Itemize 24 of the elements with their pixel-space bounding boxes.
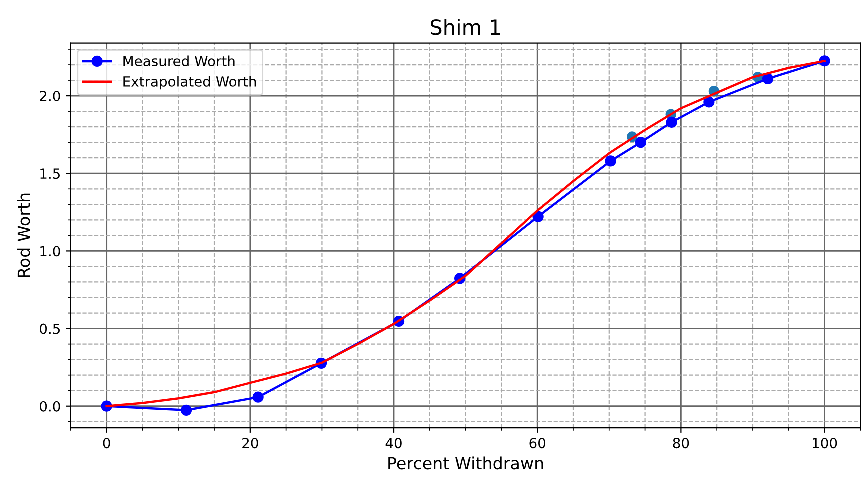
y-tick-label: 1.0 — [40, 246, 60, 257]
x-axis-title: Percent Withdrawn — [388, 456, 544, 470]
legend-label: Measured Worth — [124, 56, 235, 67]
x-tick-label: 40 — [386, 438, 402, 449]
y-tick-label: 0.0 — [40, 401, 60, 412]
y-tick-label: 0.5 — [40, 324, 60, 334]
point — [532, 211, 544, 222]
point — [666, 116, 678, 128]
point — [635, 137, 647, 148]
x-tick-label: 80 — [673, 438, 690, 449]
x-tick-label: 100 — [813, 438, 838, 449]
point — [252, 392, 264, 403]
x-tick-label: 20 — [242, 438, 258, 449]
y-tick-label: 2.0 — [40, 91, 60, 102]
point — [704, 96, 715, 108]
point — [180, 404, 192, 416]
y-axis-title: Rod Worth — [17, 194, 30, 278]
point — [762, 73, 774, 85]
x-tick-label: 0 — [103, 438, 110, 449]
y-tick-label: 1.5 — [40, 168, 60, 180]
chart-title: Shim 1 — [430, 19, 500, 36]
point — [605, 156, 616, 167]
legend-label: Extrapolated Worth — [124, 76, 256, 90]
x-tick-label: 60 — [530, 438, 546, 449]
